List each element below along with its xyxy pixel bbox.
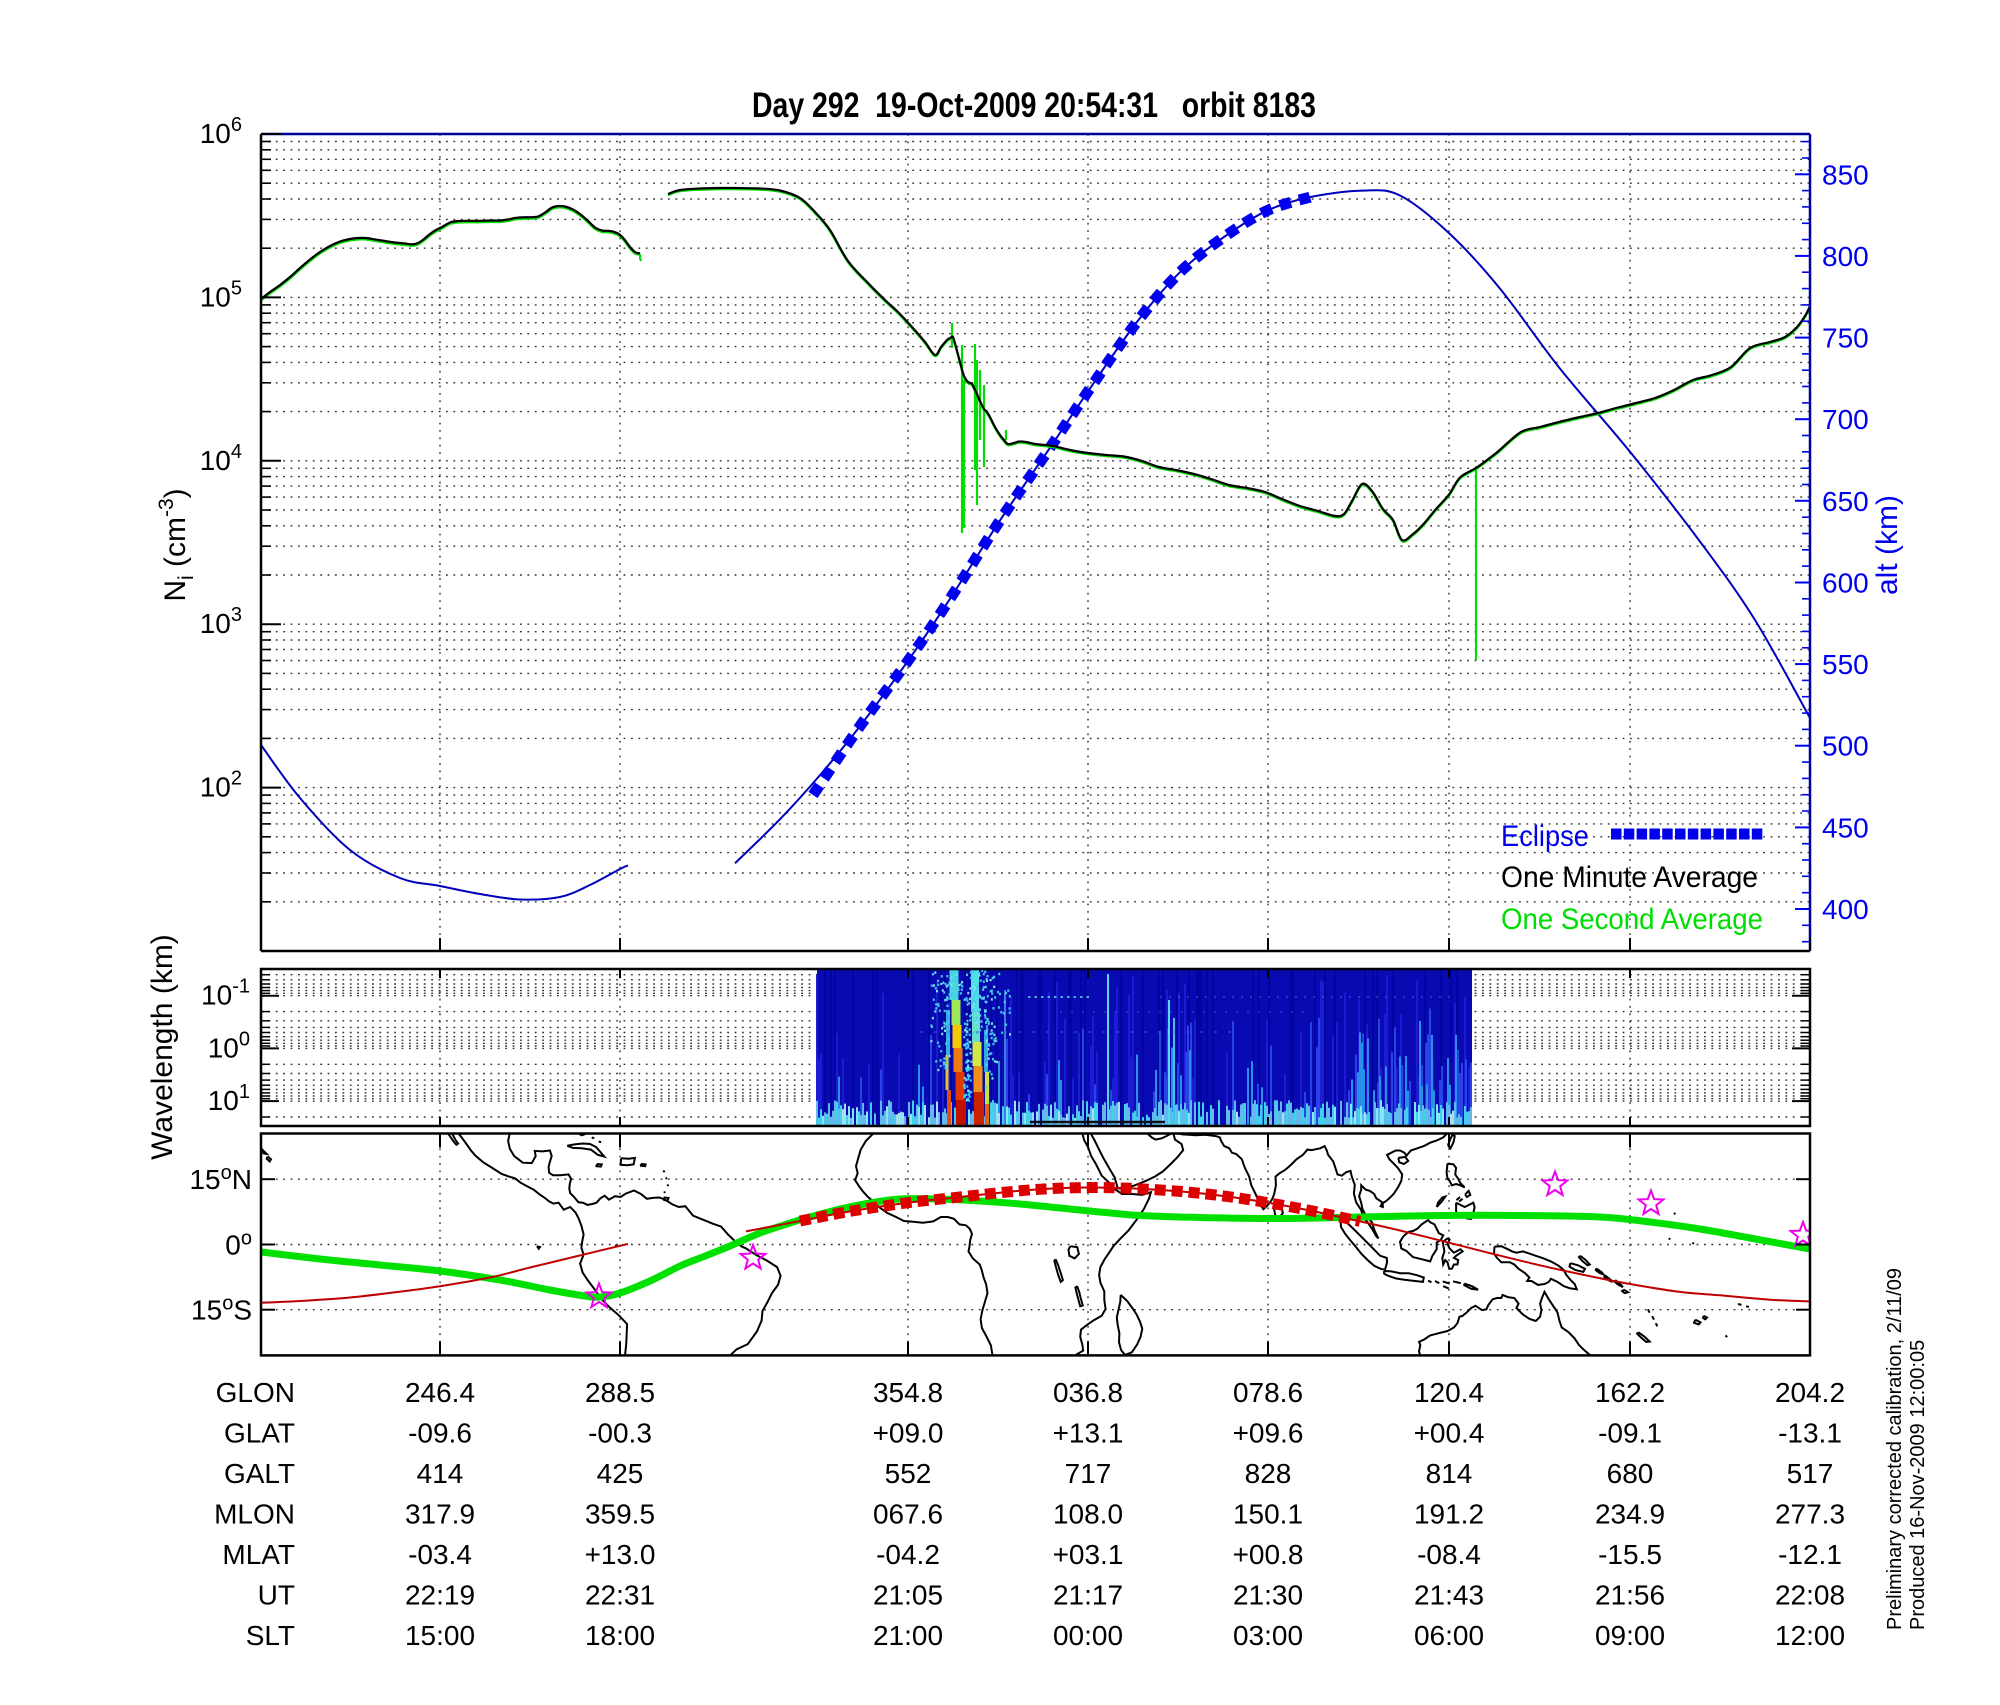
svg-text:550: 550 bbox=[1822, 649, 1869, 680]
svg-text:600: 600 bbox=[1822, 568, 1869, 599]
svg-text:067.6: 067.6 bbox=[873, 1499, 943, 1530]
svg-text:GALT: GALT bbox=[224, 1458, 295, 1489]
svg-text:Preliminary corrected calibrat: Preliminary corrected calibration, 2/11/… bbox=[1884, 1268, 1906, 1630]
svg-text:-09.6: -09.6 bbox=[408, 1418, 472, 1449]
svg-text:22:31: 22:31 bbox=[585, 1580, 655, 1611]
svg-text:Eclipse: Eclipse bbox=[1501, 820, 1589, 853]
svg-text:354.8: 354.8 bbox=[873, 1377, 943, 1408]
svg-text:+09.6: +09.6 bbox=[1233, 1418, 1304, 1449]
svg-text:750: 750 bbox=[1822, 323, 1869, 354]
svg-text:+00.8: +00.8 bbox=[1233, 1539, 1304, 1570]
svg-text:277.3: 277.3 bbox=[1775, 1499, 1845, 1530]
svg-text:alt (km): alt (km) bbox=[1871, 495, 1904, 595]
svg-text:850: 850 bbox=[1822, 159, 1869, 190]
svg-text:03:00: 03:00 bbox=[1233, 1620, 1303, 1651]
svg-text:-09.1: -09.1 bbox=[1598, 1418, 1662, 1449]
svg-text:21:30: 21:30 bbox=[1233, 1580, 1303, 1611]
svg-text:22:08: 22:08 bbox=[1775, 1580, 1845, 1611]
svg-text:18:00: 18:00 bbox=[585, 1620, 655, 1651]
svg-text:-04.2: -04.2 bbox=[876, 1539, 940, 1570]
svg-text:104: 104 bbox=[200, 441, 242, 476]
svg-text:21:56: 21:56 bbox=[1595, 1580, 1665, 1611]
svg-text:450: 450 bbox=[1822, 812, 1869, 843]
svg-text:414: 414 bbox=[417, 1458, 464, 1489]
svg-text:Produced 16-Nov-2009 12:00:05: Produced 16-Nov-2009 12:00:05 bbox=[1907, 1340, 1929, 1630]
svg-text:078.6: 078.6 bbox=[1233, 1377, 1303, 1408]
svg-text:12:00: 12:00 bbox=[1775, 1620, 1845, 1651]
svg-text:22:19: 22:19 bbox=[405, 1580, 475, 1611]
svg-text:-03.4: -03.4 bbox=[408, 1539, 472, 1570]
svg-text:One Second Average: One Second Average bbox=[1501, 903, 1763, 936]
svg-text:-13.1: -13.1 bbox=[1778, 1418, 1842, 1449]
svg-text:317.9: 317.9 bbox=[405, 1499, 475, 1530]
svg-text:517: 517 bbox=[1787, 1458, 1834, 1489]
svg-text:MLAT: MLAT bbox=[222, 1539, 295, 1570]
svg-text:Wavelength (km): Wavelength (km) bbox=[146, 934, 179, 1160]
svg-text:150.1: 150.1 bbox=[1233, 1499, 1303, 1530]
svg-text:-08.4: -08.4 bbox=[1417, 1539, 1481, 1570]
svg-text:-15.5: -15.5 bbox=[1598, 1539, 1662, 1570]
svg-text:UT: UT bbox=[258, 1580, 295, 1611]
svg-text:-12.1: -12.1 bbox=[1778, 1539, 1842, 1570]
svg-text:+03.1: +03.1 bbox=[1053, 1539, 1124, 1570]
svg-text:GLON: GLON bbox=[216, 1377, 295, 1408]
svg-text:GLAT: GLAT bbox=[224, 1418, 295, 1449]
svg-text:552: 552 bbox=[885, 1458, 932, 1489]
svg-text:204.2: 204.2 bbox=[1775, 1377, 1845, 1408]
svg-text:09:00: 09:00 bbox=[1595, 1620, 1665, 1651]
svg-text:800: 800 bbox=[1822, 241, 1869, 272]
svg-text:717: 717 bbox=[1065, 1458, 1112, 1489]
svg-text:21:17: 21:17 bbox=[1053, 1580, 1123, 1611]
svg-text:+00.4: +00.4 bbox=[1414, 1418, 1485, 1449]
svg-text:288.5: 288.5 bbox=[585, 1377, 655, 1408]
svg-text:234.9: 234.9 bbox=[1595, 1499, 1665, 1530]
svg-text:00:00: 00:00 bbox=[1053, 1620, 1123, 1651]
svg-text:+13.0: +13.0 bbox=[585, 1539, 656, 1570]
svg-text:One Minute Average: One Minute Average bbox=[1501, 861, 1758, 894]
svg-text:191.2: 191.2 bbox=[1414, 1499, 1484, 1530]
svg-text:680: 680 bbox=[1607, 1458, 1654, 1489]
svg-text:650: 650 bbox=[1822, 486, 1869, 517]
svg-text:15:00: 15:00 bbox=[405, 1620, 475, 1651]
svg-text:036.8: 036.8 bbox=[1053, 1377, 1123, 1408]
svg-text:MLON: MLON bbox=[214, 1499, 295, 1530]
svg-text:246.4: 246.4 bbox=[405, 1377, 475, 1408]
svg-text:21:05: 21:05 bbox=[873, 1580, 943, 1611]
svg-text:425: 425 bbox=[597, 1458, 644, 1489]
svg-text:SLT: SLT bbox=[246, 1620, 295, 1651]
svg-text:21:43: 21:43 bbox=[1414, 1580, 1484, 1611]
svg-text:400: 400 bbox=[1822, 894, 1869, 925]
svg-text:828: 828 bbox=[1245, 1458, 1292, 1489]
svg-text:+13.1: +13.1 bbox=[1053, 1418, 1124, 1449]
svg-text:108.0: 108.0 bbox=[1053, 1499, 1123, 1530]
svg-text:162.2: 162.2 bbox=[1595, 1377, 1665, 1408]
svg-text:+09.0: +09.0 bbox=[873, 1418, 944, 1449]
svg-text:Day 292 19-Oct-2009 20:54:31: Day 292 19-Oct-2009 20:54:31 orbit 8183 bbox=[752, 86, 1316, 125]
svg-text:15oS: 15oS bbox=[191, 1293, 252, 1326]
svg-text:21:00: 21:00 bbox=[873, 1620, 943, 1651]
svg-text:814: 814 bbox=[1426, 1458, 1473, 1489]
svg-text:-00.3: -00.3 bbox=[588, 1418, 652, 1449]
svg-text:500: 500 bbox=[1822, 731, 1869, 762]
svg-text:06:00: 06:00 bbox=[1414, 1620, 1484, 1651]
svg-text:359.5: 359.5 bbox=[585, 1499, 655, 1530]
svg-text:700: 700 bbox=[1822, 404, 1869, 435]
svg-text:120.4: 120.4 bbox=[1414, 1377, 1484, 1408]
